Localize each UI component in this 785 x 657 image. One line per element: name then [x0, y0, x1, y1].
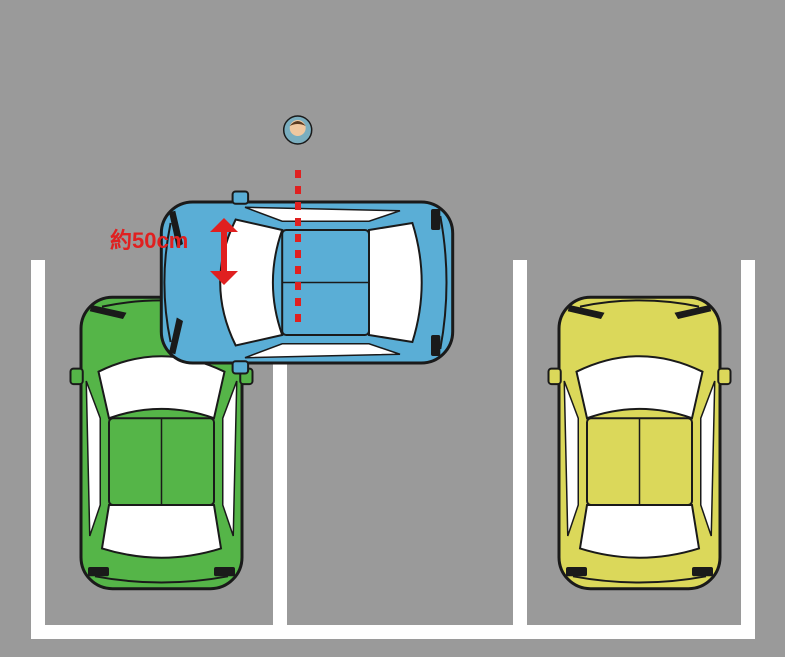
- parking-line-vertical-3: [741, 260, 755, 639]
- parking-line-bottom: [31, 625, 755, 639]
- parking-line-vertical-2: [513, 260, 527, 639]
- distance-label: 約50cm: [110, 228, 188, 253]
- parking-diagram: 約50cm: [0, 0, 785, 657]
- driver-icon: [284, 116, 312, 144]
- parking-line-vertical-0: [31, 260, 45, 639]
- car-yellow: [549, 297, 731, 588]
- diagram-svg: 約50cm: [0, 0, 785, 657]
